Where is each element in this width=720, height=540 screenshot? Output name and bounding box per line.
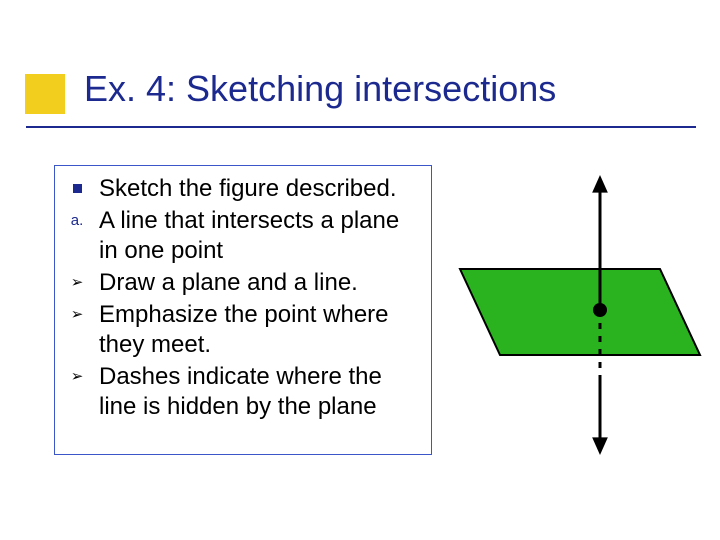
list-item-text: A line that intersects a plane in one po… (99, 206, 421, 266)
list-item-text: Emphasize the point where they meet. (99, 300, 421, 360)
diagram-plane-line (440, 155, 710, 475)
list-item-text: Draw a plane and a line. (99, 268, 421, 298)
bullet-letter: a. (71, 212, 84, 229)
list-item: ➢ Dashes indicate where the line is hidde… (55, 362, 421, 422)
list-item-text: Sketch the figure described. (99, 174, 421, 204)
list-item: a. A line that intersects a plane in one … (55, 206, 421, 266)
plane-shape (460, 269, 700, 355)
bullet-arrow-icon: ➢ (71, 306, 84, 323)
list-item-text: Dashes indicate where the line is hidden… (99, 362, 421, 422)
slide-title: Ex. 4: Sketching intersections (84, 68, 556, 110)
list-item: ➢ Draw a plane and a line. (55, 268, 421, 298)
bullet-arrow-icon: ➢ (71, 274, 84, 291)
list-item: ➢ Emphasize the point where they meet. (55, 300, 421, 360)
list-item: Sketch the figure described. (55, 174, 421, 204)
intersection-point (593, 303, 607, 317)
content-box: Sketch the figure described. a. A line tha… (54, 165, 432, 455)
title-accent-square (25, 74, 65, 114)
bullet-arrow-icon: ➢ (71, 368, 84, 385)
arrowhead-down-icon (592, 437, 608, 455)
title-underline (26, 126, 696, 128)
bullet-square-icon (73, 184, 82, 193)
